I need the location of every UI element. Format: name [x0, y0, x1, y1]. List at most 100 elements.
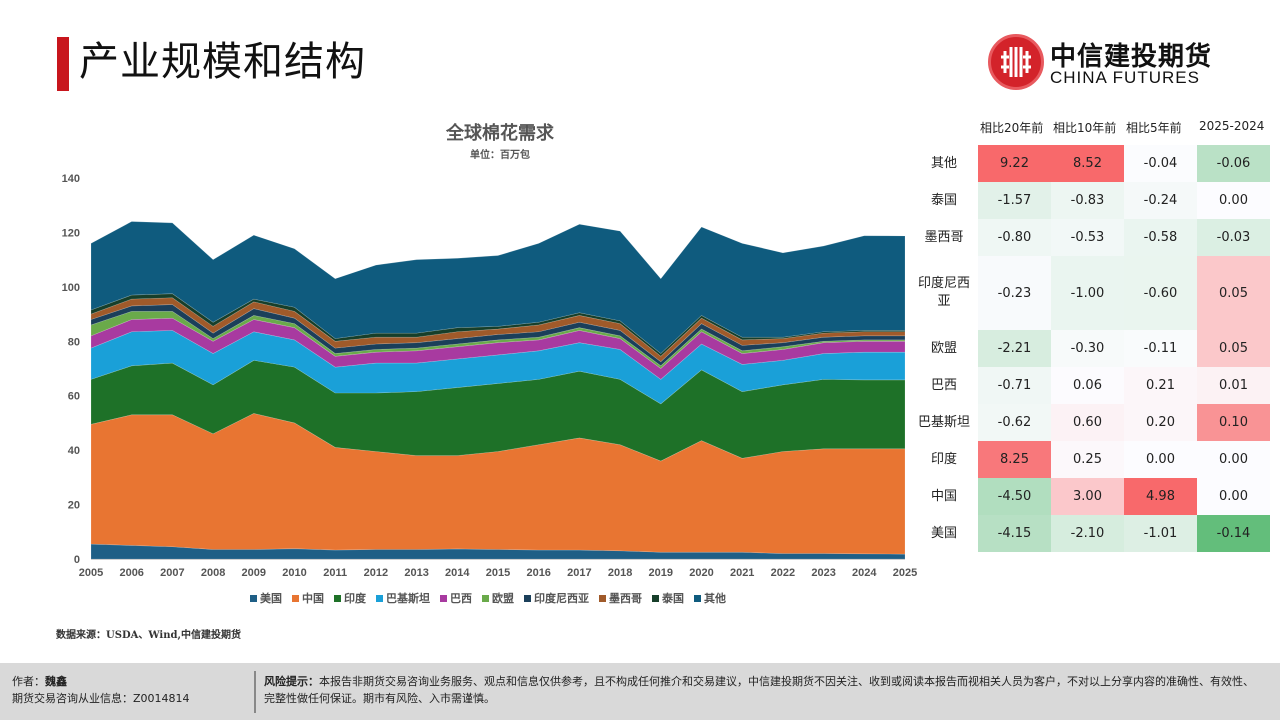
x-axis-ticks: 2005 2006 2007 2008 2009 2010 2011 2012 2013 2014…: [79, 559, 917, 579]
logo-english-name: CHINA FUTURES: [1050, 68, 1200, 87]
x-tick-label: 2018: [608, 567, 632, 579]
x-tick-label: 2016: [526, 567, 550, 579]
risk-text: 本报告非期货交易咨询业务服务、观点和信息仅供参考，且不构成任何推介和交易建议，中…: [264, 675, 1254, 705]
table-cell: -4.50: [978, 478, 1051, 515]
table-cell: 9.22: [978, 145, 1051, 182]
table-cell: 0.20: [1124, 404, 1197, 441]
table-cell: -0.04: [1124, 145, 1197, 182]
y-tick-label: 120: [62, 227, 80, 239]
row-label: 印度: [930, 451, 957, 467]
area-series-7: [90, 297, 906, 363]
legend-item: 墨西哥: [599, 590, 642, 606]
table-cell: -0.58: [1124, 219, 1197, 256]
legend-item: 美国: [250, 590, 282, 606]
legend-label: 墨西哥: [609, 592, 642, 605]
table-cell: -0.53: [1051, 219, 1124, 256]
risk-disclaimer: 风险提示：本报告非期货交易咨询业务服务、观点和信息仅供参考，且不构成任何推介和交…: [264, 673, 1254, 707]
x-tick-label: 2011: [323, 567, 347, 579]
table-cell: 0.00: [1124, 441, 1197, 478]
row-label: 巴基斯坦: [917, 414, 970, 430]
row-label: 巴西: [930, 377, 957, 393]
legend-label: 巴基斯坦: [386, 592, 430, 605]
y-axis-ticks: 0 20 40 60 80 100 120 140: [62, 173, 80, 566]
x-tick-label: 2017: [567, 567, 591, 579]
table-cell: -4.15: [978, 515, 1051, 552]
table-row: 欧盟 -2.21 -0.30 -0.11 0.05: [910, 330, 1270, 367]
legend-item: 欧盟: [482, 590, 514, 606]
table-cell: 0.01: [1197, 367, 1270, 404]
legend-label: 泰国: [662, 592, 684, 605]
table-cell: -0.80: [978, 219, 1051, 256]
legend-label: 巴西: [450, 592, 472, 605]
area-series-2: [90, 360, 906, 462]
table-cell: -2.10: [1051, 515, 1124, 552]
table-cell: -0.62: [978, 404, 1051, 441]
area-series-9: [90, 221, 906, 354]
table-cell: 8.25: [978, 441, 1051, 478]
legend-label: 其他: [704, 592, 726, 605]
table-row: 巴基斯坦 -0.62 0.60 0.20 0.10: [910, 404, 1270, 441]
table-cell: 0.00: [1197, 441, 1270, 478]
table-row: 中国 -4.50 3.00 4.98 0.00: [910, 478, 1270, 515]
legend-label: 印度: [344, 592, 366, 605]
x-tick-label: 2023: [811, 567, 835, 579]
table-column-header: 相比20年前: [980, 121, 1044, 135]
row-label: 美国: [930, 525, 957, 541]
x-tick-label: 2025: [893, 567, 917, 579]
legend-item: 印度: [334, 590, 366, 606]
table-cell: 0.00: [1197, 478, 1270, 515]
table-cell: -1.00: [1051, 256, 1124, 330]
row-label: 印度尼西亚: [917, 276, 970, 309]
legend-label: 美国: [260, 592, 282, 605]
row-label: 其他: [930, 155, 957, 171]
y-tick-label: 80: [68, 336, 80, 348]
author-label: 作者：: [12, 675, 45, 688]
table-cell: 0.10: [1197, 404, 1270, 441]
citic-logo-icon: [988, 34, 1044, 90]
footer: 作者：魏鑫 期货交易咨询从业信息：Z0014814 风险提示：本报告非期货交易咨…: [0, 663, 1280, 720]
author-info: 作者：魏鑫 期货交易咨询从业信息：Z0014814: [12, 673, 190, 707]
author-name: 魏鑫: [45, 675, 67, 688]
table-cell: 0.05: [1197, 330, 1270, 367]
legend-label: 中国: [302, 592, 324, 605]
legend-item: 泰国: [652, 590, 684, 606]
x-tick-label: 2014: [445, 567, 470, 579]
legend-item: 中国: [292, 590, 324, 606]
table-row: 其他 9.22 8.52 -0.04 -0.06: [910, 145, 1270, 182]
legend-label: 欧盟: [492, 592, 514, 605]
x-tick-label: 2015: [486, 567, 510, 579]
table-column-header: 相比5年前: [1126, 121, 1182, 135]
page-title: 产业规模和结构: [79, 39, 366, 85]
table-cell: -0.24: [1124, 182, 1197, 219]
chart-title: 全球棉花需求: [446, 123, 554, 144]
legend-swatch: [334, 594, 341, 602]
x-tick-label: 2007: [160, 567, 184, 579]
table-cell: 4.98: [1124, 478, 1197, 515]
table-column-header: 2025-2024: [1199, 119, 1265, 133]
table-cell: -0.03: [1197, 219, 1270, 256]
table-cell: -0.30: [1051, 330, 1124, 367]
legend-swatch: [694, 594, 701, 602]
data-source: 数据来源：USDA、Wind,中信建投期货: [56, 630, 241, 641]
table-cell: 0.06: [1051, 367, 1124, 404]
table-cell: -1.57: [978, 182, 1051, 219]
table-row: 泰国 -1.57 -0.83 -0.24 0.00: [910, 182, 1270, 219]
table-cell: -1.01: [1124, 515, 1197, 552]
legend-swatch: [599, 594, 606, 602]
legend-swatch: [440, 594, 447, 602]
table-cell: 0.00: [1197, 182, 1270, 219]
company-logo: 中信建投期货 CHINA FUTURES: [988, 34, 1238, 94]
table-cell: -0.23: [978, 256, 1051, 330]
area-series-1: [90, 413, 906, 555]
legend-swatch: [652, 594, 659, 602]
x-tick-label: 2008: [201, 567, 225, 579]
logo-chinese-name: 中信建投期货: [1050, 42, 1213, 72]
legend-item: 巴基斯坦: [376, 590, 430, 606]
table-cell: 0.21: [1124, 367, 1197, 404]
table-cell: -0.60: [1124, 256, 1197, 330]
row-label: 墨西哥: [924, 229, 964, 245]
table-cell: -0.14: [1197, 515, 1270, 552]
license-number: Z0014814: [133, 692, 190, 705]
table-row: 印度尼西亚 -0.23 -1.00 -0.60 0.05: [910, 256, 1270, 330]
